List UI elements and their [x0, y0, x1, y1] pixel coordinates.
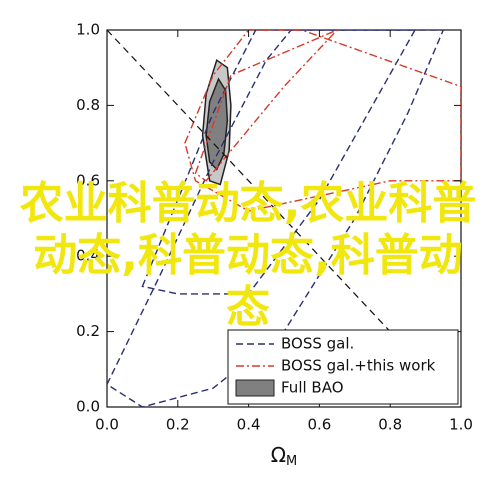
x-tick-label: 1.0 [449, 416, 473, 434]
y-tick-label: 0.4 [76, 247, 100, 265]
contour [107, 30, 445, 407]
y-tick-label: 0.8 [76, 96, 100, 114]
contour [141, 30, 416, 295]
x-tick-label: 0.2 [166, 416, 190, 434]
overlay-text: 农业科普动态,农业科普动态,科普动态,科普动态 [19, 178, 477, 333]
legend-label: Full BAO [281, 379, 344, 397]
y-tick-label: 0.0 [76, 398, 100, 416]
x-tick-label: 0.6 [307, 416, 331, 434]
legend-label: BOSS gal.+this work [281, 357, 436, 375]
legend-swatch [235, 379, 275, 397]
y-tick-label: 0.6 [76, 171, 100, 189]
legend-label: BOSS gal. [281, 335, 354, 353]
x-tick-label: 0.8 [378, 416, 402, 434]
contour [184, 30, 461, 212]
x-label-subscript: M [286, 454, 297, 469]
y-tick-label: 0.2 [76, 322, 100, 340]
x-tick-label: 0.4 [237, 416, 261, 434]
reference-line [106, 29, 462, 408]
x-label-symbol: Ω [271, 443, 286, 467]
x-axis-label: ΩM [271, 443, 298, 469]
y-tick-label: 1.0 [76, 21, 100, 39]
x-tick-label: 0.0 [95, 416, 119, 434]
contour [194, 30, 338, 182]
